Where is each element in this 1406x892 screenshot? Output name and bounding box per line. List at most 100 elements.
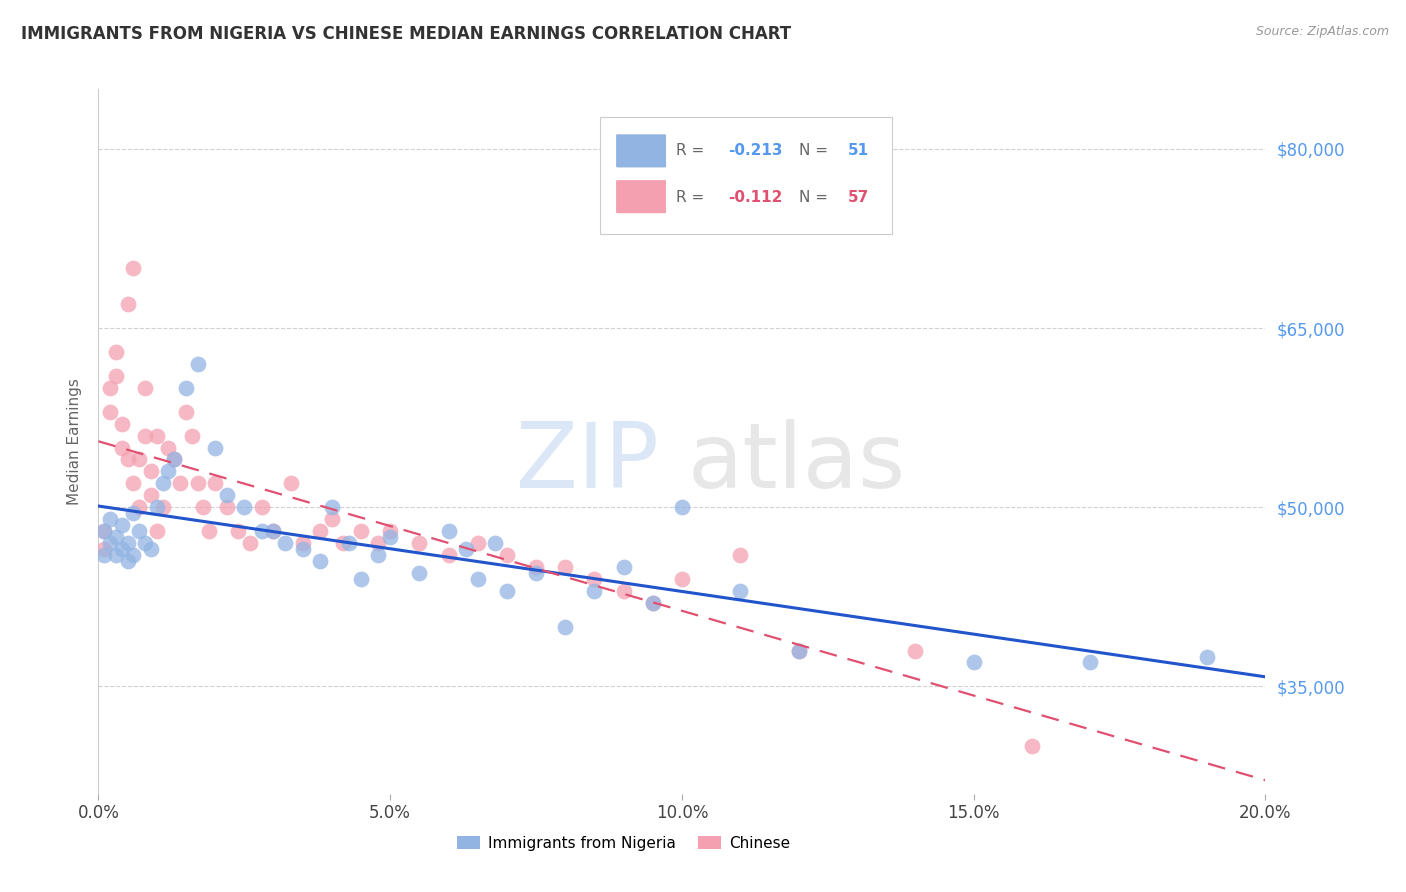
Point [146, 428, 169, 442]
Point [321, 512, 343, 526]
Point [104, 368, 127, 383]
Point [262, 524, 284, 538]
Point [554, 620, 576, 634]
Point [408, 566, 430, 580]
Point [612, 560, 634, 574]
Point [163, 452, 186, 467]
Point [169, 476, 191, 491]
Point [671, 572, 693, 586]
Point [291, 542, 314, 557]
Point [367, 536, 389, 550]
Point [104, 345, 127, 359]
Point [262, 524, 284, 538]
Point [274, 536, 297, 550]
Point [204, 441, 226, 455]
Point [496, 583, 519, 598]
Point [139, 488, 162, 502]
Point [146, 500, 169, 515]
Point [467, 572, 489, 586]
Point [239, 536, 262, 550]
Point [367, 548, 389, 562]
Point [583, 572, 606, 586]
Point [321, 500, 343, 515]
Point [93, 524, 115, 538]
Point [962, 656, 984, 670]
Point [554, 560, 576, 574]
Point [280, 476, 302, 491]
Point [309, 554, 332, 568]
Point [122, 506, 145, 520]
Point [524, 566, 547, 580]
Point [671, 500, 693, 515]
Point [380, 530, 402, 544]
Point [98, 381, 121, 395]
Point [250, 500, 273, 515]
Text: 57: 57 [848, 189, 869, 204]
Point [730, 548, 752, 562]
Point [134, 428, 156, 442]
Point [111, 441, 134, 455]
Point [193, 500, 215, 515]
Point [152, 500, 174, 515]
Point [157, 441, 180, 455]
Point [198, 524, 221, 538]
Text: R =: R = [676, 143, 709, 158]
Point [309, 524, 332, 538]
Text: N =: N = [799, 189, 832, 204]
Point [104, 548, 127, 562]
FancyBboxPatch shape [600, 118, 891, 234]
Point [157, 464, 180, 478]
Point [332, 536, 354, 550]
Point [117, 452, 139, 467]
FancyBboxPatch shape [616, 134, 666, 168]
Point [117, 536, 139, 550]
Point [350, 524, 373, 538]
Point [904, 643, 927, 657]
Legend: Immigrants from Nigeria, Chinese: Immigrants from Nigeria, Chinese [451, 830, 796, 856]
Point [437, 548, 460, 562]
Point [98, 512, 121, 526]
Point [174, 405, 197, 419]
Point [163, 452, 186, 467]
Point [122, 261, 145, 276]
Point [612, 583, 634, 598]
Text: R =: R = [676, 189, 709, 204]
Point [787, 643, 810, 657]
Point [1195, 649, 1218, 664]
Point [93, 548, 115, 562]
Point [215, 488, 238, 502]
FancyBboxPatch shape [616, 179, 666, 214]
Point [187, 476, 209, 491]
Point [350, 572, 373, 586]
Point [641, 596, 664, 610]
Point [93, 524, 115, 538]
Text: Source: ZipAtlas.com: Source: ZipAtlas.com [1256, 25, 1389, 38]
Point [583, 583, 606, 598]
Point [128, 452, 150, 467]
Point [730, 583, 752, 598]
Text: atlas: atlas [688, 418, 905, 507]
Point [187, 357, 209, 371]
Point [139, 464, 162, 478]
Text: N =: N = [799, 143, 832, 158]
Point [128, 524, 150, 538]
Point [215, 500, 238, 515]
Point [93, 542, 115, 557]
Point [228, 524, 250, 538]
Point [111, 518, 134, 533]
Point [467, 536, 489, 550]
Text: 51: 51 [848, 143, 869, 158]
Point [111, 542, 134, 557]
Point [787, 643, 810, 657]
Point [152, 476, 174, 491]
Point [484, 536, 506, 550]
Point [174, 381, 197, 395]
Point [146, 524, 169, 538]
Point [437, 524, 460, 538]
Point [134, 536, 156, 550]
Y-axis label: Median Earnings: Median Earnings [67, 378, 83, 505]
Point [122, 476, 145, 491]
Point [380, 524, 402, 538]
Point [1080, 656, 1102, 670]
Point [496, 548, 519, 562]
